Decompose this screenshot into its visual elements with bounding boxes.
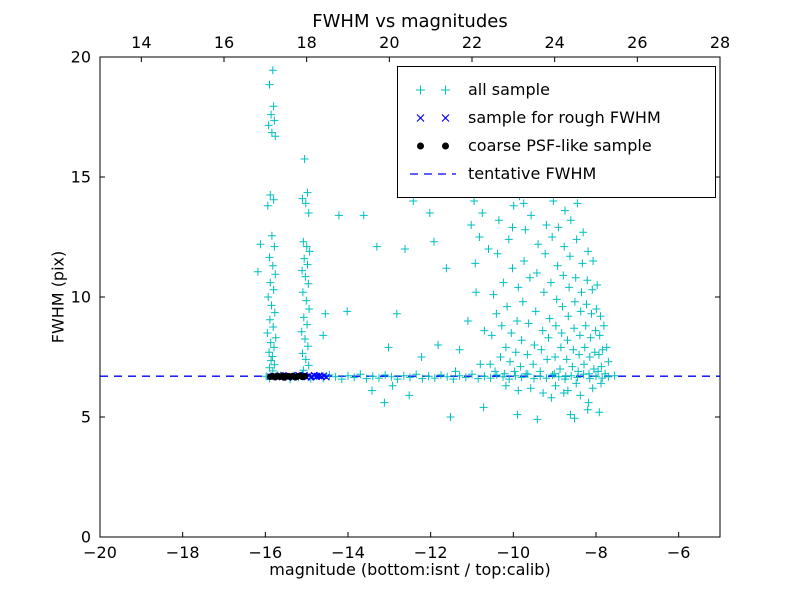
legend-entry-rough-fwhm: sample for rough FWHM bbox=[408, 109, 715, 127]
top-tick-label: 18 bbox=[296, 33, 316, 52]
x-tick-label: −18 bbox=[166, 543, 200, 562]
top-tick-label: 22 bbox=[462, 33, 482, 52]
y-tick-label: 5 bbox=[81, 408, 91, 427]
legend-entry-psf-sample: coarse PSF-like sample bbox=[408, 137, 715, 155]
legend-label: coarse PSF-like sample bbox=[468, 136, 652, 155]
y-tick-label: 0 bbox=[81, 528, 91, 547]
y-tick-label: 20 bbox=[71, 48, 91, 67]
x-marker-icon bbox=[416, 114, 450, 122]
series-psf-sample bbox=[267, 372, 309, 381]
legend-label: sample for rough FWHM bbox=[468, 108, 661, 127]
top-tick-label: 14 bbox=[131, 33, 151, 52]
x-axis-label: magnitude (bottom:isnt / top:calib) bbox=[269, 560, 551, 579]
y-tick-label: 10 bbox=[71, 288, 91, 307]
y-axis-label: FWHM (pix) bbox=[48, 250, 68, 344]
x-tick-label: −10 bbox=[496, 543, 530, 562]
x-tick-label: −12 bbox=[414, 543, 448, 562]
chart-title: FWHM vs magnitudes bbox=[312, 11, 508, 32]
legend-entry-tentative-fwhm: tentative FWHM bbox=[408, 165, 715, 183]
legend-label: tentative FWHM bbox=[468, 164, 597, 183]
top-tick-label: 20 bbox=[379, 33, 399, 52]
dashed-line-icon bbox=[410, 173, 456, 175]
x-tick-label: −8 bbox=[584, 543, 608, 562]
x-tick-label: −14 bbox=[331, 543, 365, 562]
y-axis-ticks: 0 5 10 15 20 bbox=[71, 48, 720, 547]
plus-marker-icon bbox=[416, 85, 450, 95]
top-tick-label: 26 bbox=[627, 33, 647, 52]
x-axis-ticks: −20 −18 −16 −14 −12 −10 −8 −6 bbox=[83, 532, 690, 562]
top-tick-label: 24 bbox=[544, 33, 564, 52]
top-tick-label: 28 bbox=[710, 33, 730, 52]
legend-label: all sample bbox=[468, 80, 550, 99]
legend: all sample sample for rough FWHM coarse … bbox=[397, 66, 716, 198]
series-all-sample bbox=[253, 66, 619, 424]
x-tick-label: −20 bbox=[83, 543, 117, 562]
x-tick-label: −6 bbox=[667, 543, 691, 562]
legend-entry-all-sample: all sample bbox=[408, 81, 715, 99]
top-axis-ticks: 14 16 18 20 22 24 26 28 bbox=[131, 33, 730, 62]
x-tick-label: −16 bbox=[248, 543, 282, 562]
y-tick-label: 15 bbox=[71, 168, 91, 187]
top-tick-label: 16 bbox=[214, 33, 234, 52]
dot-marker-icon bbox=[417, 142, 449, 150]
